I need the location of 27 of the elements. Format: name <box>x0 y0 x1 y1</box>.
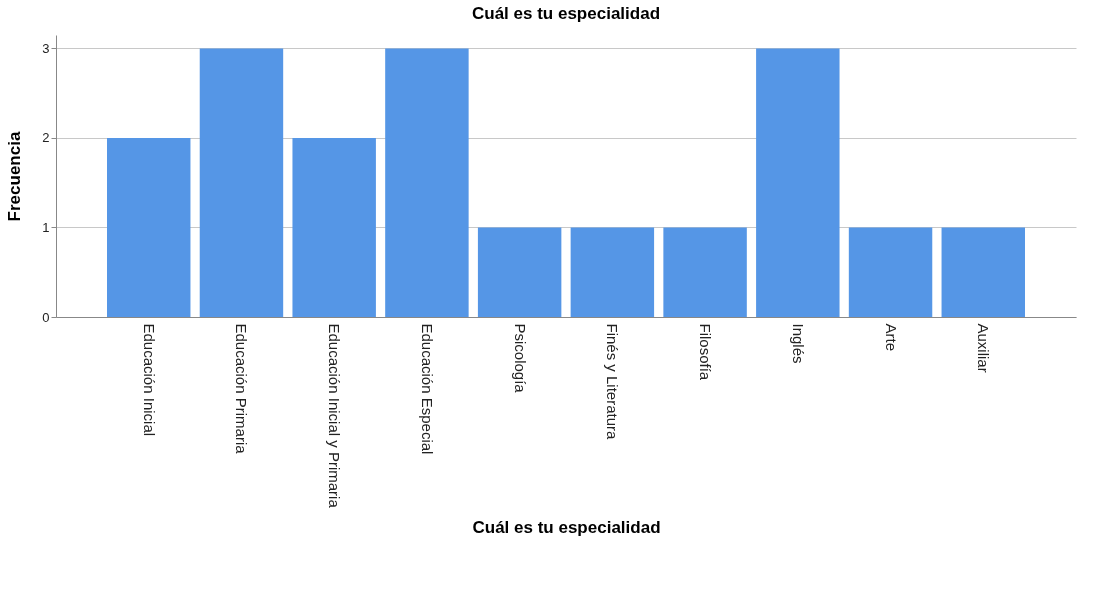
bar <box>107 137 191 317</box>
bar <box>477 227 562 317</box>
x-tick-label: Arte <box>882 323 900 352</box>
x-tick-label: Finés y Literatura <box>604 323 622 441</box>
x-tick-label: Educación Inicial <box>140 323 158 437</box>
x-tick-label: Educación Especial <box>418 323 436 455</box>
chart-title: Cuál es tu especialidad <box>471 4 661 23</box>
x-tick-label: Inglés <box>789 323 807 364</box>
y-axis-title: Frecuencia <box>5 131 25 222</box>
x-axis-title: Cuál es tu especialidad <box>472 517 661 537</box>
bar <box>663 227 747 317</box>
y-tick-label: 2 <box>42 130 50 146</box>
bar <box>848 227 933 317</box>
bar <box>756 48 840 317</box>
y-tick-label: 3 <box>42 40 50 56</box>
bar <box>570 227 655 317</box>
x-tick-label: Filosofía <box>697 323 715 381</box>
bar <box>941 227 1025 317</box>
x-tick-label: Auxiliar <box>975 323 993 373</box>
y-tick-label: 0 <box>42 309 50 325</box>
bar <box>199 48 284 317</box>
bar <box>385 48 469 317</box>
x-tick-label: Educación Primaria <box>233 323 251 455</box>
x-tick-label: Psicología <box>511 323 529 394</box>
bar <box>292 137 376 317</box>
x-tick-label: Educación Inicial y Primaria <box>326 323 344 509</box>
y-tick-label: 1 <box>42 219 50 235</box>
